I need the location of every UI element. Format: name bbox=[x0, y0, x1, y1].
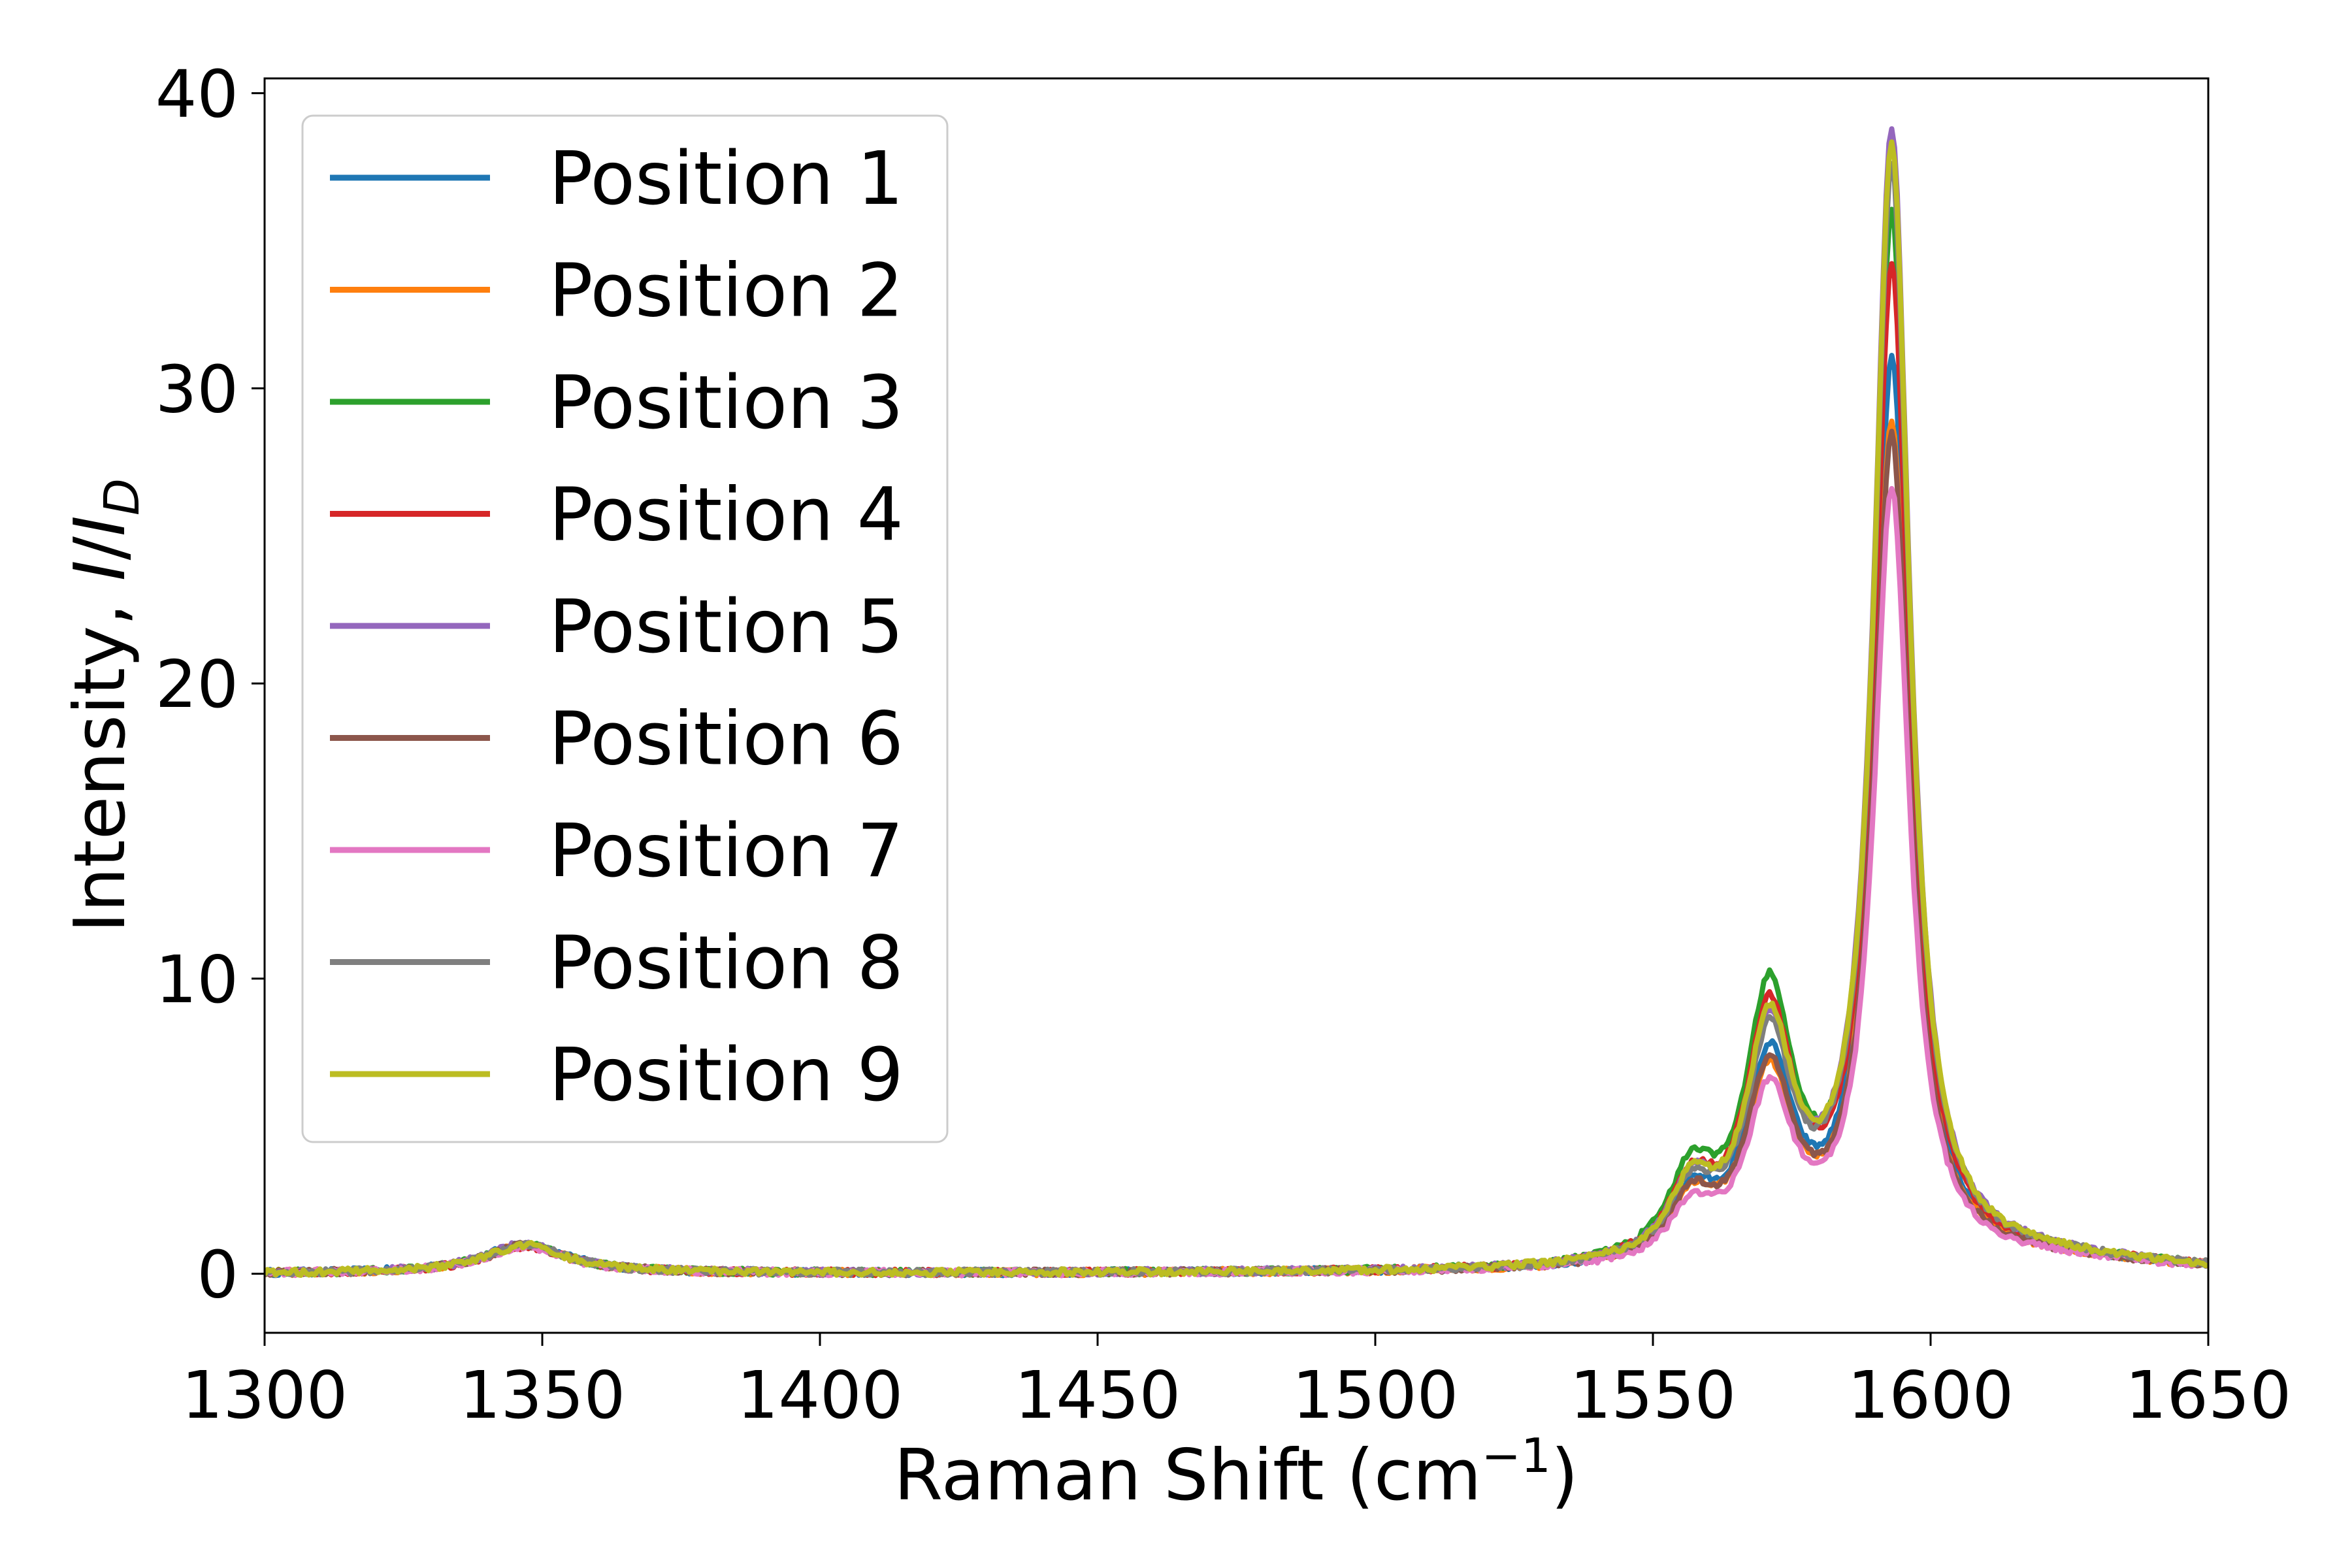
x-tick-label: 1300 bbox=[182, 1357, 348, 1433]
legend-box bbox=[301, 114, 949, 1143]
legend-label: Position 3 bbox=[549, 361, 904, 446]
x-axis-title: Raman Shift (cm−1) bbox=[894, 1428, 1578, 1516]
legend-label: Position 9 bbox=[549, 1033, 904, 1118]
y-axis: 0 10 20 30 40 bbox=[155, 56, 265, 1313]
y-tick-label: 10 bbox=[155, 941, 238, 1018]
x-tick-label: 1400 bbox=[737, 1357, 904, 1433]
x-tick-label: 1650 bbox=[2125, 1357, 2292, 1433]
legend-label: Position 7 bbox=[549, 809, 904, 894]
y-tick-label: 0 bbox=[197, 1237, 238, 1313]
legend-label: Position 6 bbox=[549, 697, 904, 782]
series-line-position-9 bbox=[265, 139, 2208, 1279]
legend-label: Position 5 bbox=[549, 585, 904, 670]
x-tick-label: 1500 bbox=[1292, 1357, 1459, 1433]
legend-label: Position 2 bbox=[549, 249, 904, 334]
legend-label: Position 1 bbox=[549, 137, 904, 221]
x-axis: 1300 1350 1400 1450 1500 1550 1600 1650 bbox=[182, 1333, 2292, 1433]
x-tick-label: 1350 bbox=[459, 1357, 626, 1433]
x-tick-label: 1450 bbox=[1015, 1357, 1181, 1433]
plot-frame bbox=[263, 77, 2210, 1334]
y-tick-label: 20 bbox=[155, 646, 238, 723]
y-axis-title: Intensity, I/ID bbox=[59, 478, 150, 933]
x-tick-label: 1550 bbox=[1570, 1357, 1737, 1433]
x-tick-label: 1600 bbox=[1848, 1357, 2014, 1433]
y-tick-label: 30 bbox=[155, 351, 238, 427]
legend-label: Position 4 bbox=[549, 473, 904, 558]
legend: Position 1 Position 2 Position 3 Position 4… bbox=[301, 114, 949, 1143]
y-tick-label: 40 bbox=[155, 56, 238, 133]
series-layer bbox=[265, 126, 2208, 1279]
legend-label: Position 8 bbox=[549, 921, 904, 1006]
